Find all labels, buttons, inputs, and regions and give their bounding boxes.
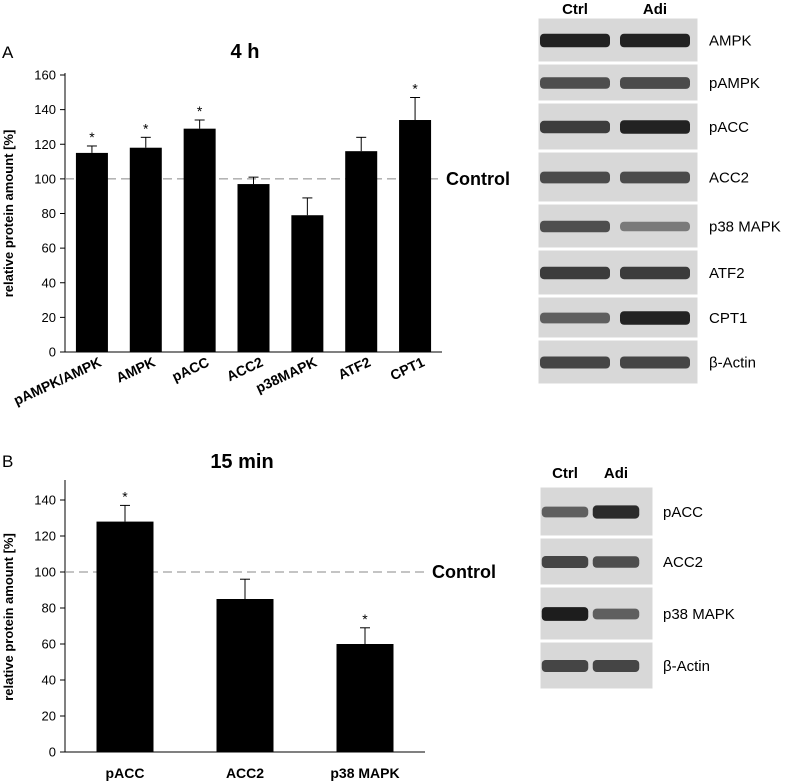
blot-lane-label: Ctrl	[552, 465, 578, 482]
blot-band	[620, 120, 690, 134]
blot-band	[540, 220, 610, 233]
blot-band	[540, 266, 610, 280]
y-tick-label: 20	[42, 709, 56, 724]
y-axis-label: relative protein amount [%]	[1, 533, 16, 701]
y-tick-label: 80	[42, 206, 56, 221]
chart-4h: 4 h relative protein amount [%] 0 20 40 60 80 1…	[1, 41, 510, 408]
y-tick-label: 100	[34, 171, 56, 186]
blot-band	[540, 356, 610, 369]
blot-band	[620, 311, 690, 325]
blot-band	[540, 312, 610, 324]
bar	[129, 147, 162, 352]
blot-row-label: ACC2	[709, 170, 749, 187]
blot-band	[592, 660, 640, 672]
bar	[75, 152, 108, 352]
bar	[399, 120, 432, 352]
significance-marker: *	[412, 81, 418, 97]
blot-band	[541, 660, 589, 672]
x-tick-label: ACC2	[226, 765, 264, 781]
panel-label-a: A	[2, 43, 14, 62]
blot-row-label: pAMPK	[709, 75, 760, 92]
y-tick-label: 60	[42, 637, 56, 652]
blot-band	[592, 556, 640, 568]
chart-15min: 15 min relative protein amount [%] 0 20 40 60…	[1, 451, 496, 781]
blot-band	[541, 607, 589, 621]
significance-marker: *	[122, 488, 128, 504]
y-tick-label: 140	[34, 102, 56, 117]
bar	[345, 151, 378, 352]
x-tick-label: pACC	[169, 354, 211, 385]
y-tick-label: 140	[34, 493, 56, 508]
y-tick-label: 100	[34, 565, 56, 580]
y-tick-label: 40	[42, 275, 56, 290]
y-tick-label: 80	[42, 601, 56, 616]
bar	[216, 599, 274, 752]
x-tick-label: p38 MAPK	[330, 765, 399, 781]
panel-label-b: B	[2, 452, 13, 471]
y-tick-label: 160	[34, 68, 56, 83]
blot-row-label: β-Actin	[709, 355, 756, 372]
control-label: Control	[446, 169, 510, 189]
chart-title: 4 h	[231, 41, 260, 63]
blot-band	[592, 505, 640, 519]
blot-row-label: ACC2	[663, 554, 703, 571]
bar	[96, 521, 154, 752]
x-tick-label: CPT1	[388, 354, 427, 384]
bar	[336, 644, 394, 752]
blot-lane-label: Ctrl	[562, 1, 588, 18]
bar	[237, 184, 270, 352]
blot-band	[540, 77, 610, 89]
significance-marker: *	[197, 103, 203, 119]
y-tick-label: 120	[34, 137, 56, 152]
blot-row-label: p38 MAPK	[663, 606, 735, 623]
western-blot-4h: Ctrl Adi AMPK pAMPK pACC ACC2 p38 MAPK ATF2 CPT1…	[537, 1, 781, 385]
blot-band	[620, 33, 690, 48]
blot-band	[620, 266, 690, 280]
y-tick-label: 120	[34, 529, 56, 544]
blot-lane-label: Adi	[643, 1, 667, 18]
x-tick-label: p38MAPK	[253, 354, 319, 396]
blot-band	[540, 171, 610, 184]
significance-marker: *	[89, 129, 95, 145]
blot-row-label: pACC	[709, 119, 749, 136]
blot-row-label: pACC	[663, 504, 703, 521]
bar	[291, 215, 324, 352]
blot-band	[620, 77, 690, 89]
blot-row-label: β-Actin	[663, 658, 710, 675]
bar	[183, 128, 216, 352]
blot-band	[540, 120, 610, 134]
blot-band	[592, 608, 640, 620]
y-axis-label: relative protein amount [%]	[1, 130, 16, 298]
western-blot-15min: Ctrl Adi pACC ACC2 p38 MAPK β-Actin	[539, 465, 735, 690]
blot-band	[620, 356, 690, 369]
chart-title: 15 min	[210, 451, 273, 473]
blot-row-label: CPT1	[709, 310, 747, 327]
significance-marker: *	[143, 120, 149, 136]
blot-row-label: ATF2	[709, 265, 745, 282]
blot-band	[620, 171, 690, 184]
y-tick-label: 20	[42, 310, 56, 325]
blot-band	[620, 221, 690, 232]
x-tick-label: pAMPK/AMPK	[11, 354, 104, 409]
y-tick-label: 60	[42, 241, 56, 256]
y-tick-label: 0	[49, 745, 56, 760]
y-tick-label: 0	[49, 345, 56, 360]
control-label: Control	[432, 562, 496, 582]
y-tick-label: 40	[42, 673, 56, 688]
x-tick-label: pACC	[106, 765, 145, 781]
blot-band	[541, 556, 589, 568]
x-tick-label: ATF2	[335, 354, 373, 383]
x-tick-label: AMPK	[113, 354, 157, 386]
blot-band	[541, 506, 589, 518]
blot-band	[540, 33, 610, 48]
blot-lane-label: Adi	[604, 465, 628, 482]
significance-marker: *	[362, 611, 368, 627]
blot-row-label: p38 MAPK	[709, 219, 781, 236]
blot-row-label: AMPK	[709, 33, 752, 50]
